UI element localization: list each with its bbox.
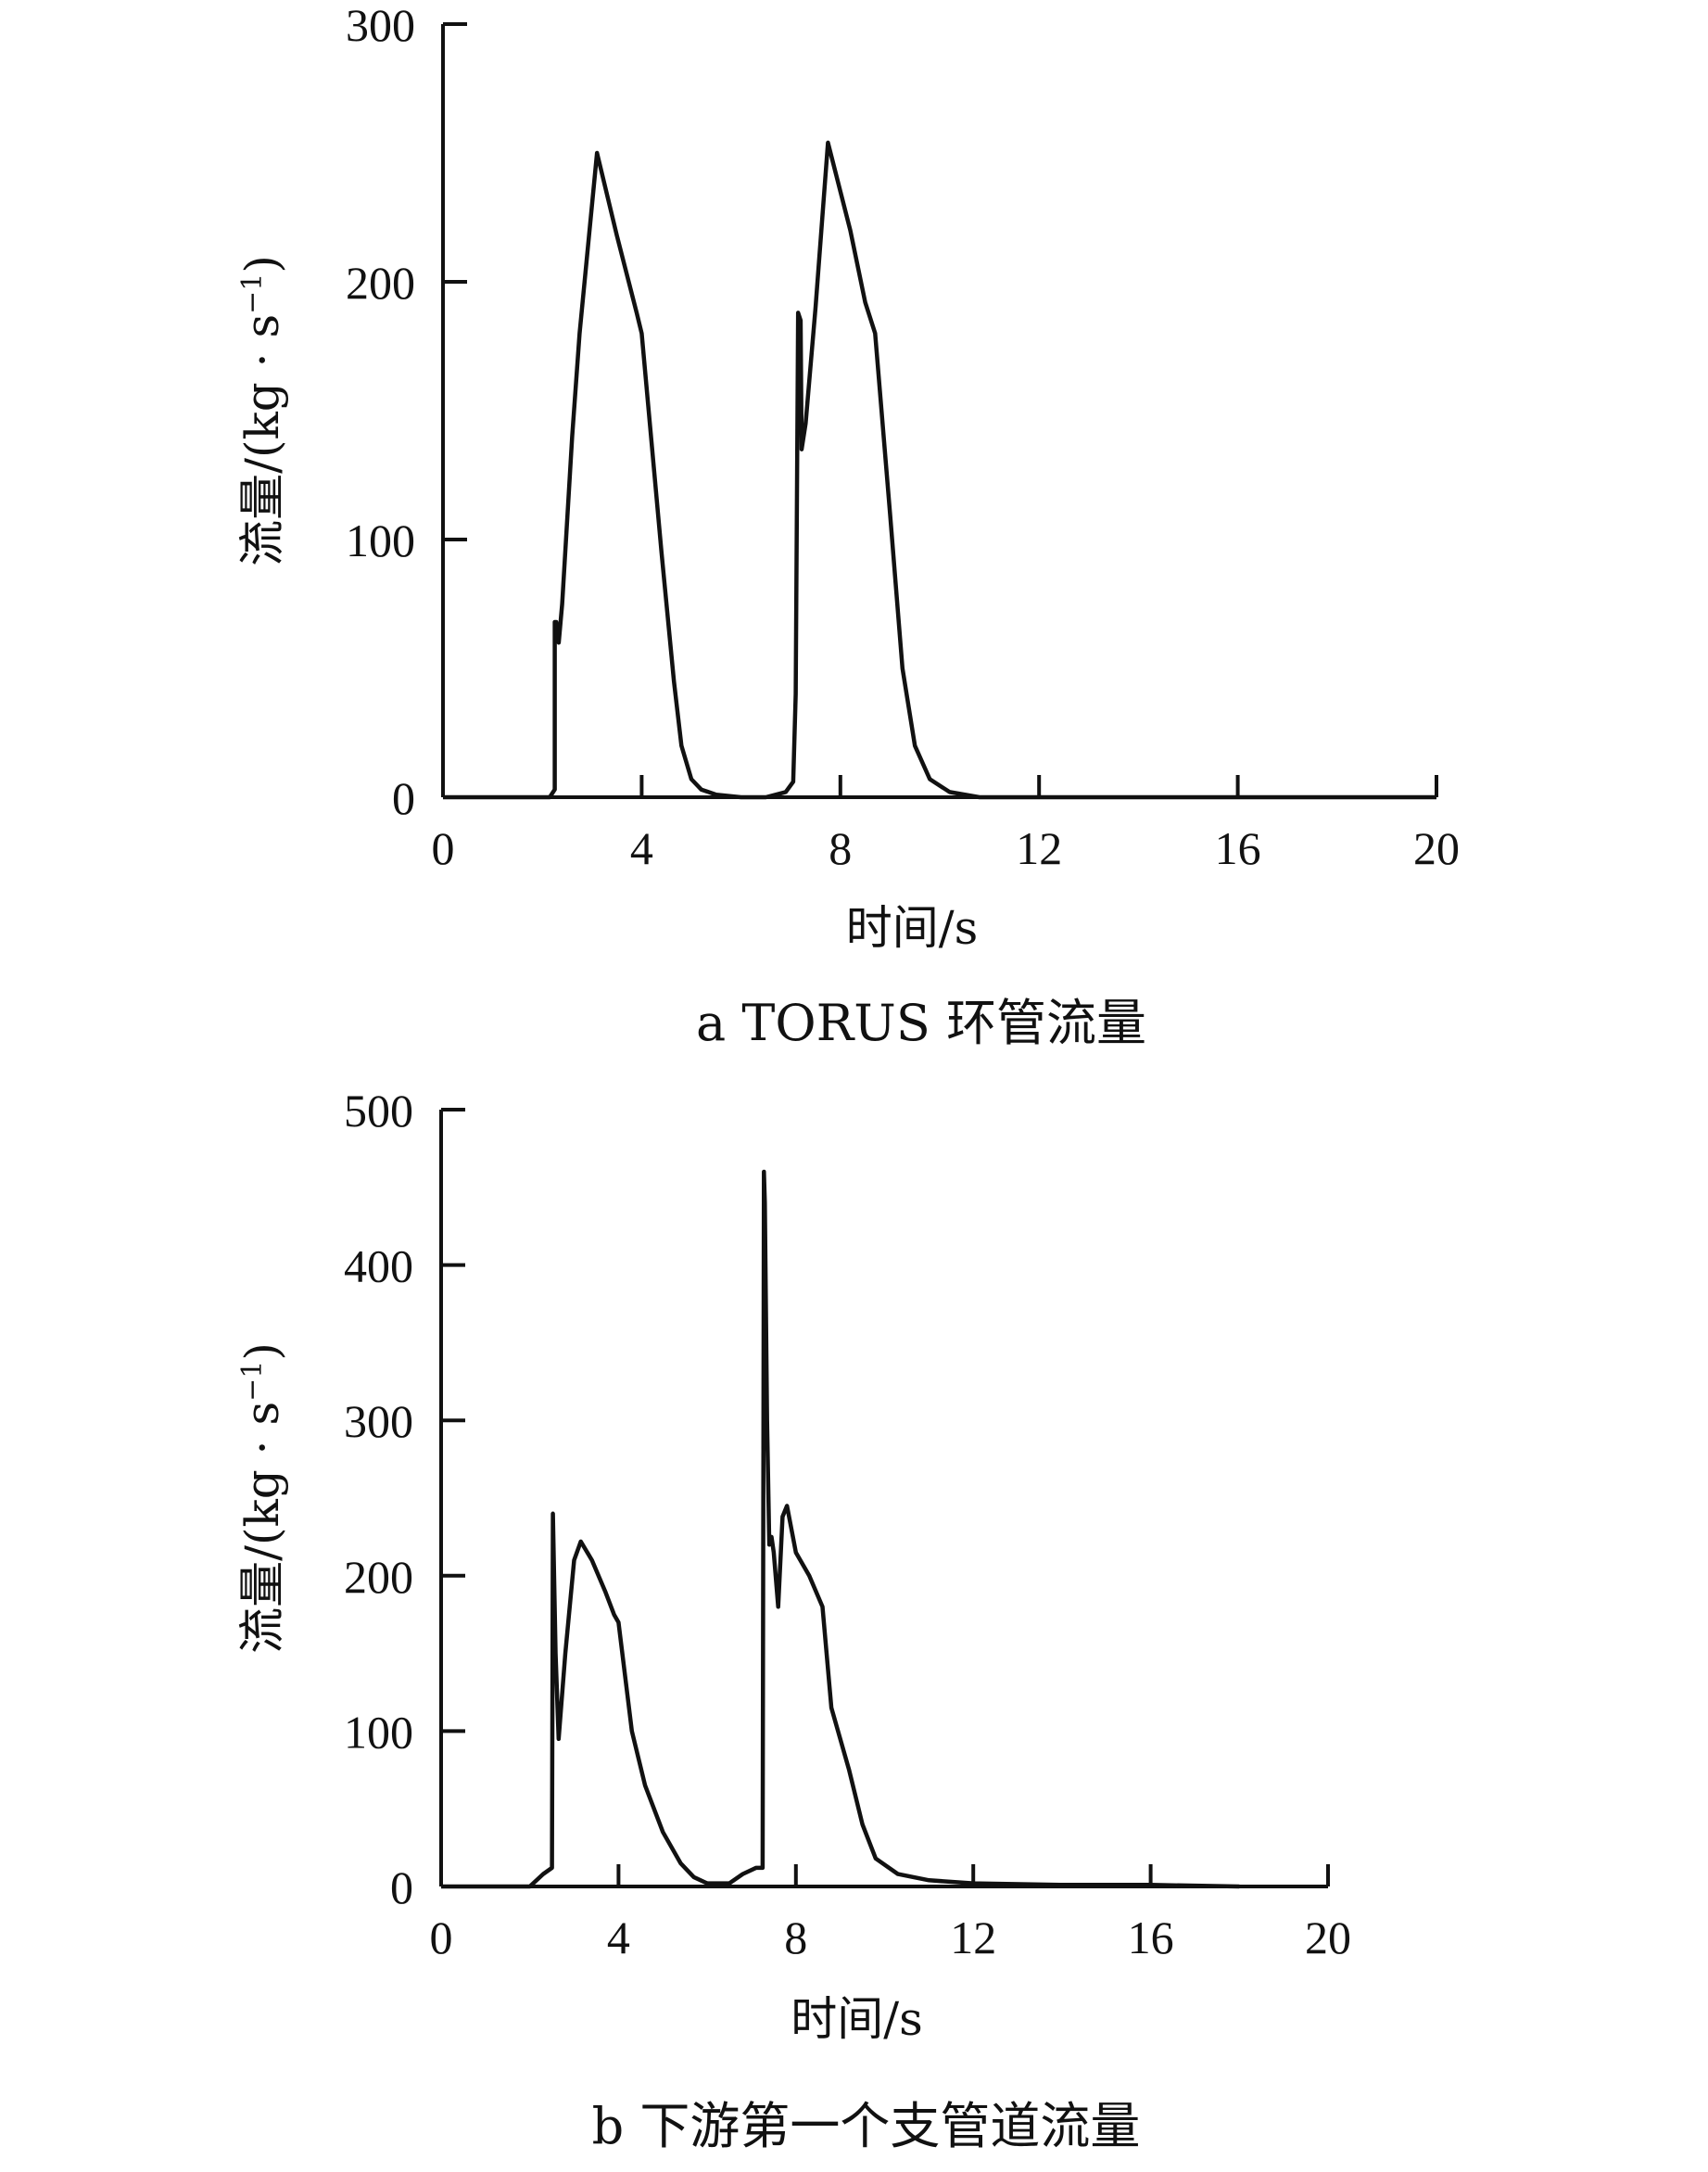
y-axis-label-a-main: 流量/(kg · s xyxy=(235,314,289,566)
y-tick-label: 400 xyxy=(344,1240,413,1292)
y-tick-label: 200 xyxy=(344,1551,413,1603)
y-axis-label-a-sup: −1 xyxy=(236,273,269,314)
x-tick-label: 4 xyxy=(630,822,653,874)
y-tick-label: 300 xyxy=(346,0,415,51)
y-axis-label-a-close: ) xyxy=(235,255,289,273)
x-tick-label: 12 xyxy=(950,1912,996,1963)
y-tick-label: 100 xyxy=(344,1706,413,1758)
chart-panel-b: 0 100 200 300 400 500 0 4 8 12 16 20 时间/s 流量/(kg · … xyxy=(235,1085,1351,2155)
axes-b xyxy=(439,1110,1328,1888)
y-tick-label: 0 xyxy=(392,772,415,824)
x-tick-label: 20 xyxy=(1413,822,1460,874)
series-b xyxy=(441,1169,1240,1889)
y-tick-label: 0 xyxy=(390,1861,413,1913)
y-tick-label: 200 xyxy=(346,257,415,309)
y-tick-label: 100 xyxy=(346,514,415,566)
ticks-a: 0 100 200 300 0 4 8 12 16 20 xyxy=(346,0,1460,874)
x-tick-label: 4 xyxy=(607,1912,630,1963)
chart-panel-a: 0 100 200 300 0 4 8 12 16 20 时间/s 流量/(kg · s−1) a… xyxy=(235,0,1460,1052)
y-axis-label-b-close: ) xyxy=(235,1342,289,1361)
y-tick-label: 500 xyxy=(344,1085,413,1137)
x-tick-label: 12 xyxy=(1016,822,1062,874)
y-axis-label-a: 流量/(kg · s−1) xyxy=(235,255,289,566)
series-line xyxy=(441,1169,1240,1889)
caption-a: a TORUS 环管流量 xyxy=(696,994,1146,1052)
x-tick-label: 20 xyxy=(1305,1912,1351,1963)
x-tick-label: 8 xyxy=(784,1912,807,1963)
x-tick-label: 8 xyxy=(829,822,852,874)
x-axis-label-a: 时间/s xyxy=(846,901,979,955)
x-tick-label: 16 xyxy=(1215,822,1261,874)
y-axis-label-b-main: 流量/(kg · s xyxy=(235,1402,289,1654)
x-tick-label: 0 xyxy=(430,1912,453,1963)
axes-a xyxy=(441,24,1436,799)
y-axis-label-b-sup: −1 xyxy=(236,1361,269,1402)
x-tick-label: 0 xyxy=(432,822,455,874)
y-tick-label: 300 xyxy=(344,1395,413,1447)
series-a xyxy=(443,140,1436,800)
series-line xyxy=(443,140,1436,800)
x-tick-label: 16 xyxy=(1128,1912,1174,1963)
x-axis-label-b: 时间/s xyxy=(791,1992,923,2046)
ticks-b: 0 100 200 300 400 500 0 4 8 12 16 20 xyxy=(344,1085,1351,1963)
y-axis-label-b: 流量/(kg · s−1) xyxy=(235,1342,289,1654)
caption-b: b 下游第一个支管道流量 xyxy=(592,2097,1141,2155)
